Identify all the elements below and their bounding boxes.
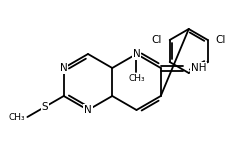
Text: CH₃: CH₃ bbox=[128, 73, 145, 82]
Text: N: N bbox=[84, 105, 92, 115]
Text: N: N bbox=[60, 63, 68, 73]
Text: S: S bbox=[41, 102, 48, 112]
Text: CH₃: CH₃ bbox=[9, 112, 25, 121]
Text: Cl: Cl bbox=[216, 35, 226, 45]
Text: NH: NH bbox=[191, 63, 206, 73]
Text: Cl: Cl bbox=[151, 35, 162, 45]
Text: N: N bbox=[133, 49, 140, 59]
